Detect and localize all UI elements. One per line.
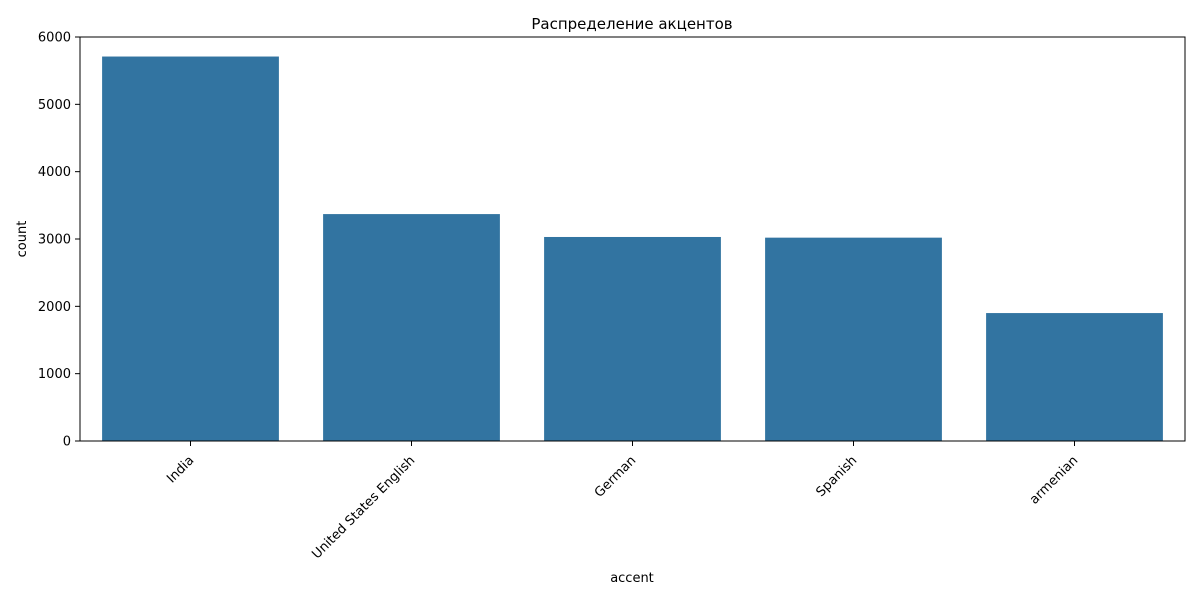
x-tick-label: India xyxy=(164,453,197,486)
bar-german xyxy=(544,236,721,441)
y-tick-label: 1000 xyxy=(38,367,71,382)
y-tick-label: 3000 xyxy=(38,233,71,248)
x-axis-label: accent xyxy=(610,571,654,586)
bar-spanish xyxy=(765,237,942,441)
x-tick-label: armenian xyxy=(1027,453,1081,507)
y-tick-label: 0 xyxy=(63,435,71,450)
chart-title: Распределение акцентов xyxy=(531,15,732,33)
y-tick-label: 5000 xyxy=(38,98,71,113)
bar-united-states-english xyxy=(323,214,500,441)
x-tick-label: German xyxy=(592,453,639,500)
plot-frame xyxy=(79,36,1186,442)
y-tick-label: 4000 xyxy=(38,165,71,180)
x-tick-label: Spanish xyxy=(813,453,860,500)
bar-armenian xyxy=(986,313,1163,441)
x-axis-ticks: India United States English German Spanish a… xyxy=(164,441,1081,562)
y-axis-label: count xyxy=(15,221,30,258)
bars-group xyxy=(102,56,1163,441)
bar-india xyxy=(102,56,279,441)
y-axis-ticks: 0 1000 2000 3000 4000 5000 6000 xyxy=(38,31,80,450)
y-tick-label: 2000 xyxy=(38,300,71,315)
y-tick-label: 6000 xyxy=(38,31,71,46)
x-tick-label: United States English xyxy=(309,453,418,562)
